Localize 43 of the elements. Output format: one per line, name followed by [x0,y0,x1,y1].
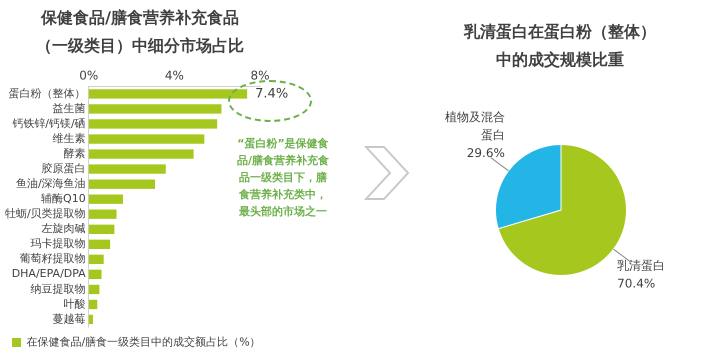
data-label: 7.4% [255,86,288,102]
y-tick-label: 维生素 [52,132,86,145]
data-label: 70.4% [617,276,656,290]
bar [88,89,248,99]
y-tick-label: 葡萄籽提取物 [20,252,86,266]
y-tick-label: 酵素 [64,146,86,160]
y-tick-label: 纳豆提取物 [30,282,86,296]
bar [88,104,222,114]
bar [88,270,102,280]
x-tick-label: 8% [250,68,270,82]
bar [88,179,156,189]
slice-label: 乳清蛋白 [617,258,666,272]
y-tick-label: 蛋白粉（整体） [8,86,86,100]
legend-label: 在保健食品/膳食一级类目中的成交额占比（%） [26,335,261,348]
bar [88,210,117,219]
y-tick-label: 辅酶Q10 [41,192,86,206]
y-tick-label: 钙铁锌/钙镁/硒 [11,116,86,130]
chart-title: 乳清蛋白在蛋白粉（整体）中的成交规模比重 [462,21,657,71]
data-label: 29.6% [466,146,505,160]
y-tick-label: 益生菌 [52,102,86,115]
bar [88,240,110,249]
chart-title: 保健食品/膳食营养补充食品（一级类目）中细分市场占比 [35,7,245,57]
bar [88,284,100,294]
y-tick-label: DHA/EPA/DPA [12,267,86,280]
y-tick-label: 鱼油/深海鱼油 [16,177,86,190]
bar [88,224,114,234]
bar [88,164,166,174]
y-tick-label: 蔓越莓 [52,312,86,326]
bar [88,149,194,159]
y-tick-label: 牡蛎/贝类提取物 [4,207,86,220]
y-tick-label: 左旋肉碱 [42,222,86,236]
bar [88,194,123,204]
y-tick-label: 叶酸 [64,297,86,310]
slice-label: 植物及混合蛋白 [444,110,505,142]
bar [88,254,104,264]
annotation: “蛋白粉”是保健食品/膳食营养补充食品一级类目下，膳食营养补充类中，最头部的市场之一 [236,136,330,220]
bar [88,134,204,144]
y-tick-label: 玛卡提取物 [30,237,86,250]
bar [88,119,218,129]
bar [88,300,98,310]
y-tick-label: 胶原蛋白 [42,162,86,175]
x-tick-label: 0% [79,68,98,82]
x-tick-label: 4% [164,68,184,82]
